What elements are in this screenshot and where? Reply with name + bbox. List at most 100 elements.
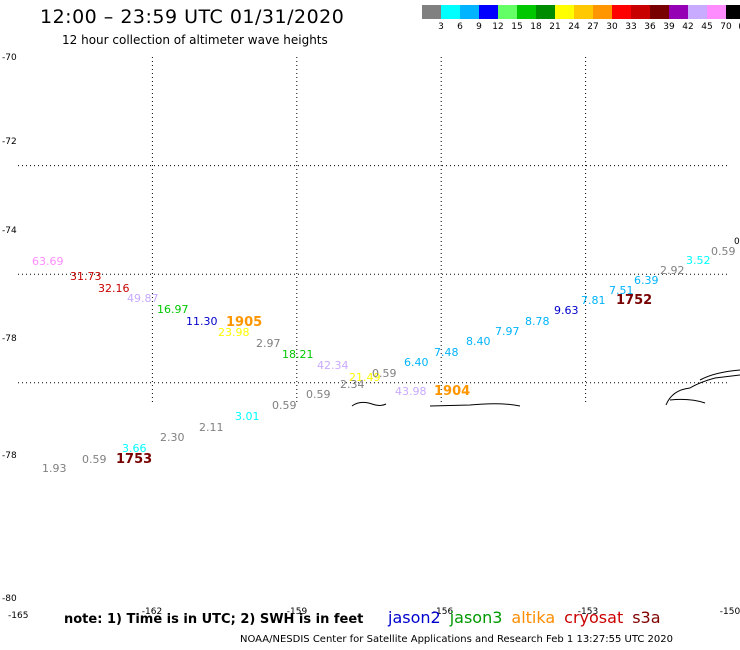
color-scale-label: 6 bbox=[457, 22, 463, 32]
swh-label: 2.97 bbox=[256, 337, 281, 350]
swh-label: 2.30 bbox=[160, 431, 185, 444]
note-text: note: 1) Time is in UTC; 2) SWH is in fe… bbox=[64, 612, 364, 627]
y-tick-label: -78 bbox=[2, 334, 17, 344]
chart-title: 12:00 – 23:59 UTC 01/31/2020 bbox=[40, 6, 345, 28]
x-tick-label: -156 bbox=[433, 607, 454, 617]
color-scale-label: 45 bbox=[701, 22, 713, 32]
coastline-segment bbox=[699, 369, 740, 381]
edge-label: 0 bbox=[734, 237, 740, 247]
legend-entry: altika bbox=[511, 608, 556, 627]
time-label: 1905 bbox=[226, 315, 262, 330]
swh-label: 31.73 bbox=[70, 270, 102, 283]
color-swatch bbox=[517, 5, 536, 19]
color-swatch bbox=[688, 5, 707, 19]
x-tick-label: -153 bbox=[578, 607, 598, 617]
swh-label: 43.98 bbox=[395, 385, 427, 398]
y-tick-label: -78 bbox=[2, 451, 17, 461]
coastline-segment bbox=[669, 398, 706, 404]
color-scale-label: 12 bbox=[492, 22, 504, 32]
color-swatch bbox=[536, 5, 555, 19]
swh-label: 3.66 bbox=[122, 442, 147, 455]
swh-label: 0.59 bbox=[306, 388, 331, 401]
color-scale-label: 21 bbox=[549, 22, 561, 32]
color-scale-label: (ft) bbox=[738, 22, 740, 32]
x-tick-labels: -165 -162 -159 -156 -153 -150 0 bbox=[8, 237, 740, 621]
color-scale-label: 42 bbox=[682, 22, 694, 32]
time-label: 1753 bbox=[116, 452, 152, 467]
x-tick-label: -165 bbox=[8, 611, 28, 621]
y-tick-labels: -70 -72 -74 -78 -78 -80 bbox=[2, 53, 17, 604]
footer-credit: NOAA/NESDIS Center for Satellite Applica… bbox=[240, 634, 673, 645]
swh-label: 8.78 bbox=[525, 315, 550, 328]
color-swatch bbox=[422, 5, 441, 19]
swh-label: 16.97 bbox=[157, 303, 189, 316]
coastline-segment bbox=[665, 374, 740, 406]
swh-label: 0.59 bbox=[372, 367, 397, 380]
color-scale-label: 33 bbox=[625, 22, 637, 32]
color-scale-bar bbox=[422, 5, 740, 19]
swh-label: 42.34 bbox=[317, 359, 349, 372]
color-scale-label: 27 bbox=[587, 22, 599, 32]
color-scale-label: 24 bbox=[568, 22, 580, 32]
swh-label: 2.11 bbox=[199, 421, 224, 434]
lat-lon-grid bbox=[18, 57, 730, 405]
swh-label: 8.40 bbox=[466, 335, 491, 348]
legend-entry: jason2 bbox=[388, 608, 441, 627]
chart-subtitle: 12 hour collection of altimeter wave hei… bbox=[62, 33, 328, 47]
swh-label: 11.30 bbox=[186, 315, 218, 328]
color-scale-label: 36 bbox=[644, 22, 656, 32]
x-tick-label: -159 bbox=[287, 607, 308, 617]
swh-label: 3.52 bbox=[686, 254, 711, 267]
swh-label: 0.59 bbox=[82, 453, 107, 466]
x-tick-label: -162 bbox=[142, 607, 162, 617]
legend-entry: cryosat bbox=[564, 608, 624, 627]
color-swatch bbox=[479, 5, 498, 19]
swh-label: 63.69 bbox=[32, 255, 64, 268]
color-swatch bbox=[498, 5, 517, 19]
swh-label: 49.87 bbox=[127, 292, 159, 305]
time-label: 1752 bbox=[616, 293, 652, 308]
coastline-segment bbox=[429, 403, 521, 407]
y-tick-label: -72 bbox=[2, 137, 17, 147]
swh-label: 7.48 bbox=[434, 346, 459, 359]
swh-label: 3.01 bbox=[235, 410, 260, 423]
color-swatch bbox=[555, 5, 574, 19]
color-swatch bbox=[441, 5, 460, 19]
color-scale-label: 3 bbox=[438, 22, 444, 32]
swh-label: 32.16 bbox=[98, 282, 130, 295]
legend-entry: s3a bbox=[632, 608, 661, 627]
y-tick-label: -80 bbox=[2, 594, 17, 604]
color-swatch bbox=[612, 5, 631, 19]
swh-label: 21.49 bbox=[349, 371, 381, 384]
coastline-segment bbox=[351, 401, 387, 407]
color-swatch bbox=[726, 5, 740, 19]
color-swatch bbox=[593, 5, 612, 19]
color-scale-label: 39 bbox=[663, 22, 675, 32]
swh-label: 7.51 bbox=[609, 284, 634, 297]
swh-label: 18.21 bbox=[282, 348, 314, 361]
color-scale-label: 70 bbox=[720, 22, 732, 32]
swh-label: 0.59 bbox=[711, 245, 736, 258]
swh-label: 6.39 bbox=[634, 274, 659, 287]
time-label: 1904 bbox=[434, 384, 470, 399]
color-scale-label: 18 bbox=[530, 22, 542, 32]
color-swatch bbox=[574, 5, 593, 19]
color-swatch bbox=[460, 5, 479, 19]
y-tick-label: -70 bbox=[2, 53, 17, 63]
swh-label: 1.93 bbox=[42, 462, 67, 475]
legend-entry: jason3 bbox=[449, 608, 503, 627]
swh-label: 2.92 bbox=[660, 264, 685, 277]
swh-label: 23.98 bbox=[218, 326, 250, 339]
swh-label: 7.81 bbox=[581, 294, 606, 307]
color-swatch bbox=[669, 5, 688, 19]
satellite-legend: jason2 jason3 altika cryosat s3a bbox=[388, 608, 670, 627]
color-scale-label: 15 bbox=[511, 22, 523, 32]
color-swatch bbox=[650, 5, 669, 19]
swh-label: 6.40 bbox=[404, 356, 429, 369]
swh-marks: 63.6931.7332.1649.8716.9711.3023.982.971… bbox=[32, 245, 736, 475]
swh-label: 0.59 bbox=[272, 399, 297, 412]
y-tick-label: -74 bbox=[2, 226, 17, 236]
swh-label: 7.97 bbox=[495, 325, 520, 338]
